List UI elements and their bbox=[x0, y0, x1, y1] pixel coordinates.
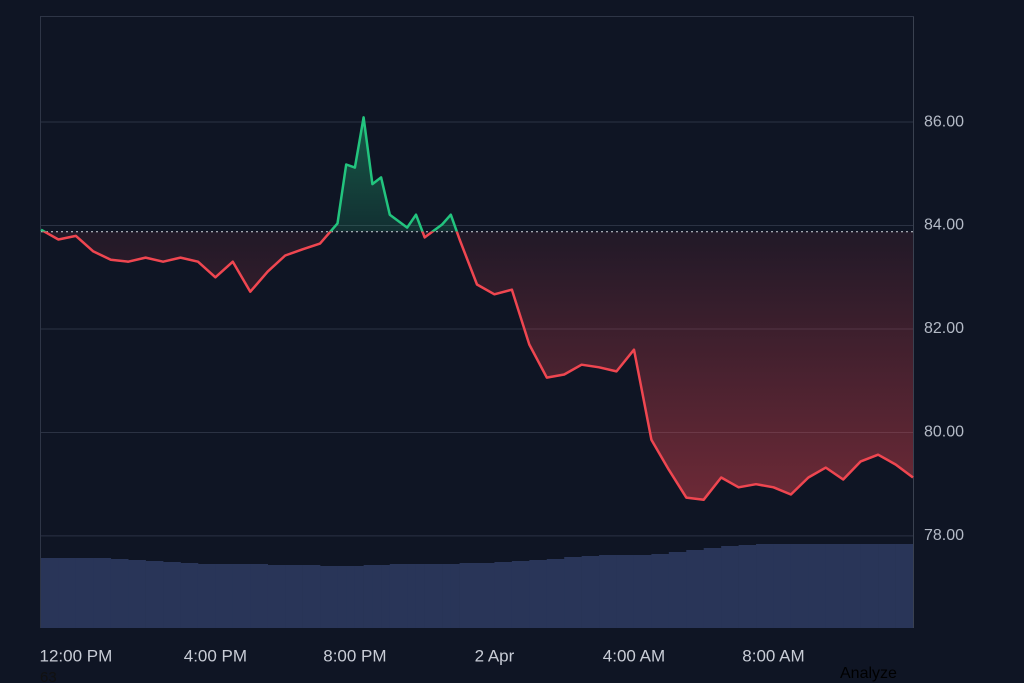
volume-bar bbox=[267, 565, 286, 628]
y-tick-label: 84.00 bbox=[924, 217, 964, 234]
volume-bar bbox=[529, 560, 548, 628]
volume-bar bbox=[163, 562, 181, 628]
volume-bar bbox=[180, 563, 199, 628]
y-tick-label: 86.00 bbox=[924, 113, 964, 130]
x-tick-label: 8:00 AM bbox=[742, 646, 804, 665]
volume-bar bbox=[721, 546, 739, 628]
volume-bar bbox=[633, 555, 652, 628]
price-area bbox=[41, 117, 913, 500]
volume-bar bbox=[599, 555, 617, 628]
volume-bar bbox=[895, 544, 914, 628]
volume-bar bbox=[459, 563, 478, 628]
volume-bar bbox=[756, 544, 774, 628]
x-tick-label: 2 Apr bbox=[475, 646, 515, 665]
analyze-button[interactable]: Analyze bbox=[840, 665, 897, 682]
volume-bar bbox=[110, 559, 129, 628]
volume-bar bbox=[320, 566, 338, 628]
volume-bar bbox=[511, 561, 530, 628]
volume-bar bbox=[546, 559, 565, 628]
volume-bar bbox=[93, 558, 112, 628]
y-tick-label: 80.00 bbox=[924, 424, 964, 441]
volume-bar bbox=[285, 565, 303, 628]
x-tick-label: 12:00 PM bbox=[39, 646, 112, 665]
volume-bar bbox=[424, 564, 443, 628]
volume-bar bbox=[128, 560, 146, 628]
volume-bar bbox=[808, 544, 827, 628]
volume-bar bbox=[346, 566, 356, 628]
volume-bar bbox=[477, 563, 495, 628]
volume-bar bbox=[450, 564, 460, 628]
volume-bar bbox=[232, 564, 251, 628]
volume-bar bbox=[372, 565, 382, 628]
volume-bar bbox=[651, 554, 670, 628]
volume-bar bbox=[197, 564, 216, 628]
volume-bar bbox=[703, 548, 722, 628]
volume-bar bbox=[878, 544, 896, 628]
y-tick-label: 78.00 bbox=[924, 527, 964, 544]
volume-bar bbox=[564, 557, 582, 628]
y-tick-label: 82.00 bbox=[924, 320, 964, 337]
volume-bar bbox=[442, 564, 452, 628]
volume-bar bbox=[381, 565, 391, 628]
x-tick-label: 4:00 AM bbox=[603, 646, 665, 665]
volume-bar bbox=[790, 544, 809, 628]
volume-bar bbox=[41, 558, 59, 628]
volume-bar bbox=[75, 558, 94, 628]
volume-bar bbox=[407, 564, 417, 628]
volume-bar bbox=[686, 550, 705, 628]
volume-bar bbox=[825, 544, 844, 628]
volume-bar bbox=[250, 564, 269, 628]
x-tick-label: 4:00 PM bbox=[184, 646, 247, 665]
volume-bar bbox=[668, 552, 687, 628]
volume-bar bbox=[616, 555, 635, 628]
volume-bar bbox=[843, 544, 861, 628]
x-tick-label: 8:00 PM bbox=[323, 646, 386, 665]
volume-bar bbox=[738, 545, 757, 628]
volume-bar bbox=[860, 544, 879, 628]
volume-bar bbox=[773, 544, 792, 628]
price-line bbox=[40, 116, 914, 501]
volume-bar bbox=[354, 566, 364, 628]
volume-bar bbox=[389, 564, 408, 628]
volume-bar bbox=[302, 565, 321, 628]
volume-bar bbox=[145, 561, 164, 628]
volume-bar bbox=[494, 562, 513, 628]
volume-bar bbox=[58, 558, 77, 628]
volume-bar bbox=[363, 565, 373, 628]
volume-bar bbox=[415, 564, 425, 628]
footer-left: 63 bbox=[40, 669, 57, 683]
volume-bar bbox=[581, 556, 600, 628]
volume-bar bbox=[215, 564, 234, 628]
volume-bar bbox=[337, 566, 347, 628]
